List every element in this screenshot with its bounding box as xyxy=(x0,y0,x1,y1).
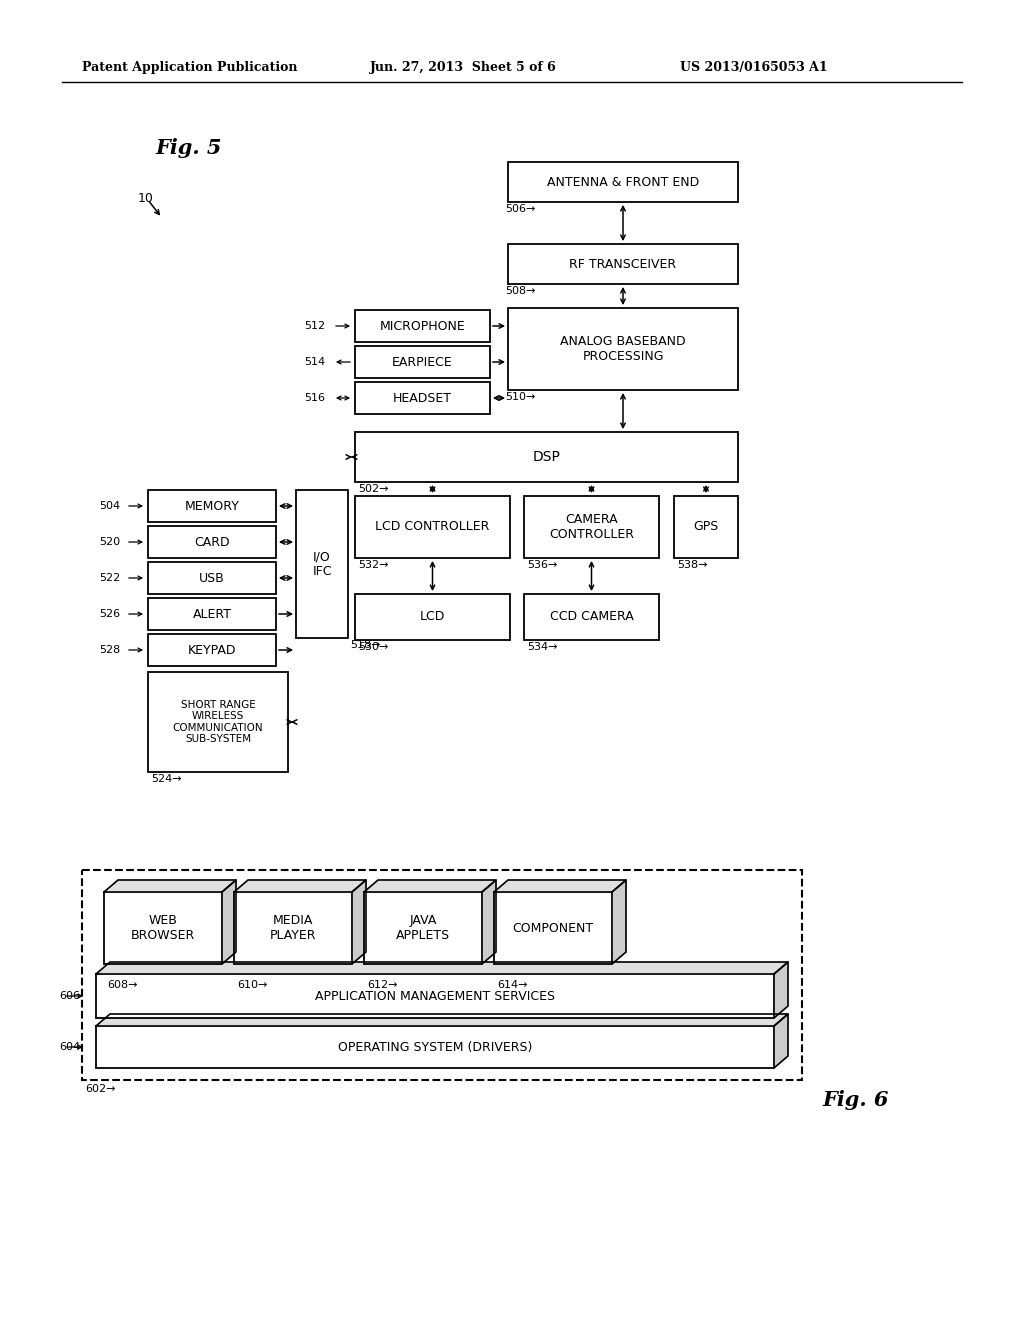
Bar xyxy=(96,974,774,1018)
Polygon shape xyxy=(222,880,236,964)
Text: 532→: 532→ xyxy=(358,560,388,570)
Bar xyxy=(82,870,802,1080)
Text: KEYPAD: KEYPAD xyxy=(187,644,237,656)
Bar xyxy=(148,490,276,521)
Text: MEDIA
PLAYER: MEDIA PLAYER xyxy=(269,913,316,942)
Bar xyxy=(296,490,348,638)
Text: 604: 604 xyxy=(58,1041,80,1052)
Bar xyxy=(355,496,510,558)
Text: 534→: 534→ xyxy=(527,642,557,652)
Bar xyxy=(148,672,288,772)
Text: JAVA
APPLETS: JAVA APPLETS xyxy=(396,913,451,942)
Polygon shape xyxy=(774,962,788,1018)
Text: 504: 504 xyxy=(99,502,120,511)
Bar xyxy=(148,562,276,594)
Text: 518→: 518→ xyxy=(350,640,381,649)
Text: COMPONENT: COMPONENT xyxy=(512,921,594,935)
Bar xyxy=(355,381,490,414)
Bar xyxy=(508,244,738,284)
Text: 606: 606 xyxy=(59,991,80,1001)
Text: CAMERA
CONTROLLER: CAMERA CONTROLLER xyxy=(549,513,634,541)
Bar xyxy=(96,1026,774,1068)
Text: I/O
IFC: I/O IFC xyxy=(312,550,332,578)
Text: Jun. 27, 2013  Sheet 5 of 6: Jun. 27, 2013 Sheet 5 of 6 xyxy=(370,62,557,74)
Bar xyxy=(508,308,738,389)
Text: 516: 516 xyxy=(304,393,325,403)
Polygon shape xyxy=(96,1014,788,1026)
Text: MICROPHONE: MICROPHONE xyxy=(380,319,465,333)
Text: GPS: GPS xyxy=(693,520,719,533)
Bar xyxy=(148,598,276,630)
Text: OPERATING SYSTEM (DRIVERS): OPERATING SYSTEM (DRIVERS) xyxy=(338,1040,532,1053)
Polygon shape xyxy=(482,880,496,964)
Text: 530→: 530→ xyxy=(358,642,388,652)
Text: HEADSET: HEADSET xyxy=(393,392,452,404)
Bar xyxy=(355,432,738,482)
Bar xyxy=(355,594,510,640)
Text: 512: 512 xyxy=(304,321,325,331)
Bar xyxy=(355,346,490,378)
Bar xyxy=(104,892,222,964)
Text: 524→: 524→ xyxy=(151,774,181,784)
Polygon shape xyxy=(104,880,236,892)
Text: DSP: DSP xyxy=(532,450,560,465)
Bar xyxy=(494,892,612,964)
Polygon shape xyxy=(612,880,626,964)
Polygon shape xyxy=(234,880,366,892)
Polygon shape xyxy=(364,880,496,892)
Text: Fig. 6: Fig. 6 xyxy=(822,1090,889,1110)
Polygon shape xyxy=(774,1014,788,1068)
Text: 522: 522 xyxy=(98,573,120,583)
Text: 602→: 602→ xyxy=(85,1084,116,1094)
Text: 506→: 506→ xyxy=(505,205,536,214)
Bar xyxy=(524,594,659,640)
Text: CCD CAMERA: CCD CAMERA xyxy=(550,610,634,623)
Text: Fig. 5: Fig. 5 xyxy=(155,139,221,158)
Text: ANALOG BASEBAND
PROCESSING: ANALOG BASEBAND PROCESSING xyxy=(560,335,686,363)
Text: Patent Application Publication: Patent Application Publication xyxy=(82,62,298,74)
Text: 520: 520 xyxy=(99,537,120,546)
Text: 528: 528 xyxy=(98,645,120,655)
Text: MEMORY: MEMORY xyxy=(184,499,240,512)
Polygon shape xyxy=(494,880,626,892)
Text: 536→: 536→ xyxy=(527,560,557,570)
Text: 608→: 608→ xyxy=(106,979,137,990)
Bar xyxy=(524,496,659,558)
Text: ANTENNA & FRONT END: ANTENNA & FRONT END xyxy=(547,176,699,189)
Polygon shape xyxy=(352,880,366,964)
Bar xyxy=(508,162,738,202)
Text: 538→: 538→ xyxy=(677,560,708,570)
Bar xyxy=(364,892,482,964)
Text: 508→: 508→ xyxy=(505,286,536,296)
Bar xyxy=(148,525,276,558)
Bar xyxy=(234,892,352,964)
Text: SHORT RANGE
WIRELESS
COMMUNICATION
SUB-SYSTEM: SHORT RANGE WIRELESS COMMUNICATION SUB-S… xyxy=(173,700,263,744)
Text: 610→: 610→ xyxy=(237,979,267,990)
Text: WEB
BROWSER: WEB BROWSER xyxy=(131,913,196,942)
Text: LCD: LCD xyxy=(420,610,445,623)
Text: 510→: 510→ xyxy=(505,392,536,403)
Text: 612→: 612→ xyxy=(367,979,397,990)
Text: 614→: 614→ xyxy=(497,979,527,990)
Text: EARPIECE: EARPIECE xyxy=(392,355,453,368)
Text: 514: 514 xyxy=(304,356,325,367)
Text: 502→: 502→ xyxy=(358,484,388,494)
Text: 526: 526 xyxy=(99,609,120,619)
Text: ALERT: ALERT xyxy=(193,607,231,620)
Text: RF TRANSCEIVER: RF TRANSCEIVER xyxy=(569,257,677,271)
Bar xyxy=(148,634,276,667)
Text: LCD CONTROLLER: LCD CONTROLLER xyxy=(376,520,489,533)
Text: 10: 10 xyxy=(138,191,154,205)
Text: USB: USB xyxy=(199,572,225,585)
Polygon shape xyxy=(96,962,788,974)
Text: APPLICATION MANAGEMENT SERVICES: APPLICATION MANAGEMENT SERVICES xyxy=(315,990,555,1002)
Bar xyxy=(355,310,490,342)
Text: US 2013/0165053 A1: US 2013/0165053 A1 xyxy=(680,62,827,74)
Bar xyxy=(674,496,738,558)
Text: CARD: CARD xyxy=(195,536,229,549)
